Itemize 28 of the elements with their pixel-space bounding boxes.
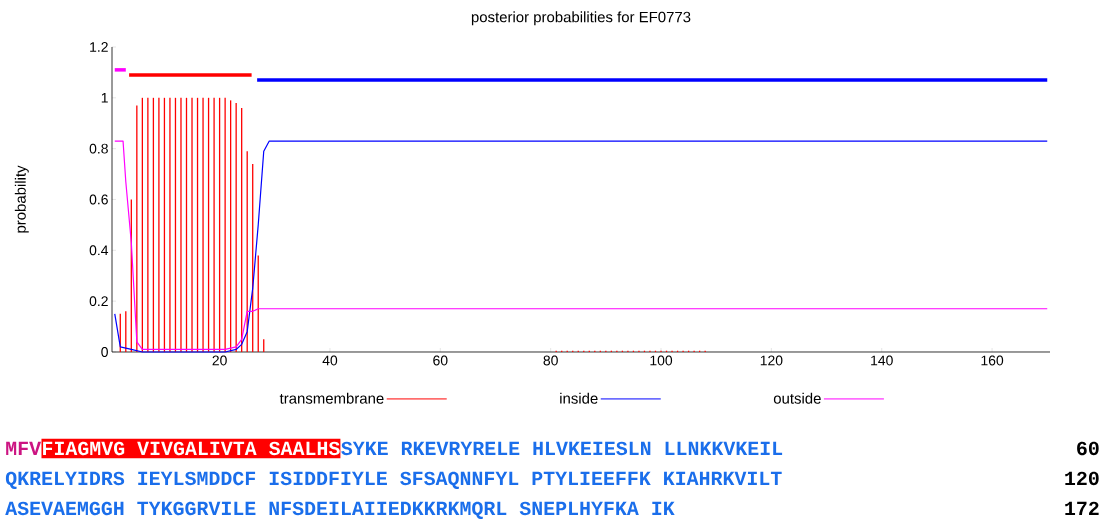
y-tick-label: 0.8 [89,143,108,154]
x-tick-label: 100 [650,355,673,366]
x-tick-label: 160 [981,355,1004,366]
text: ASEVAEMGGH TYKGGRVILE NFSDEILAIIEDKKRKMQRL SNEPLHYFKA IK [5,501,675,519]
text: SYKE RKEVRYRELE HLVKEIESLN LLNKKVKEIL [341,441,783,456]
x-tick-label: 80 [543,355,558,366]
x-tick-label: 20 [212,355,227,366]
x-tick-label: 140 [871,355,893,366]
legend-label: transmembrane [279,392,384,404]
text: 172 [1065,501,1099,515]
x-tick-label: 120 [760,355,783,366]
y-tick-label: 0.4 [89,245,109,256]
y-tick-label: 0 [101,347,108,357]
text: 60 [1077,441,1099,456]
y-tick-label: 0.2 [89,296,108,307]
x-tick-label: 60 [433,355,448,366]
y-axis-title: probability [14,165,29,233]
legend-label: outside [773,392,821,404]
y-tick-label: 0.6 [89,194,108,205]
chart-title: posterior probabilities for EF0773 [471,11,691,26]
text: MFV [6,441,42,455]
text: QKRELYIDRS IEYLSMDDCF ISIDDFIYLE SFSAQNNFYL PTYLIEEFFK KIAHRKVILT [5,471,782,489]
text: FIAGMVG VIVGALIVTA SAALHS [43,441,340,456]
y-tick-label: 1.2 [90,42,108,52]
text: 120 [1065,471,1099,486]
y-tick-label: 1 [101,93,108,103]
x-tick-label: 40 [322,355,338,366]
legend-label: inside [560,392,598,404]
